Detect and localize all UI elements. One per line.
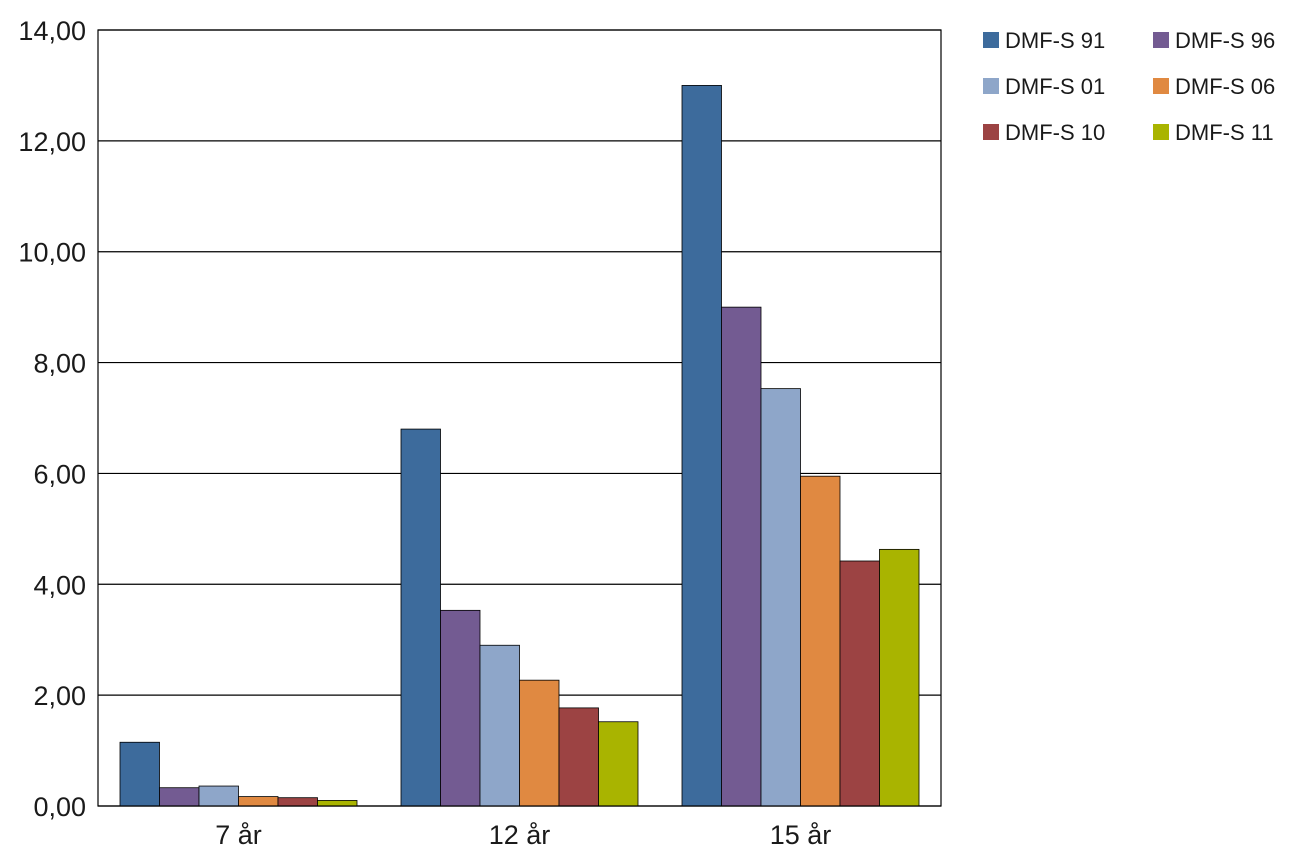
bar xyxy=(317,800,358,807)
bar xyxy=(440,609,481,807)
bar xyxy=(760,388,801,807)
bar xyxy=(198,785,239,807)
legend-swatch xyxy=(983,78,999,94)
bar xyxy=(159,787,200,807)
legend-label: DMF-S 96 xyxy=(1175,28,1275,53)
gridlines xyxy=(98,29,941,807)
legend-label: DMF-S 91 xyxy=(1005,28,1105,53)
bar xyxy=(238,796,279,807)
bar xyxy=(721,306,762,807)
legend: DMF-S 91 DMF-S 96 DMF-S 01 DMF-S 06 DMF-S 10… xyxy=(983,28,1275,145)
y-tick-label: 6,00 xyxy=(33,459,86,489)
y-tick-label: 8,00 xyxy=(33,349,86,379)
plot-frame xyxy=(97,29,942,807)
legend-label: DMF-S 10 xyxy=(1005,120,1105,145)
y-tick-label: 12,00 xyxy=(18,127,86,157)
x-tick-label: 12 år xyxy=(489,820,551,850)
legend-swatch xyxy=(1153,32,1169,48)
bar xyxy=(839,560,880,807)
legend-swatch xyxy=(983,124,999,140)
x-tick-label: 15 år xyxy=(770,820,832,850)
y-tick-label: 0,00 xyxy=(33,792,86,822)
legend-label: DMF-S 11 xyxy=(1175,120,1274,145)
bar xyxy=(479,644,520,807)
bar xyxy=(800,475,841,807)
bar xyxy=(598,721,639,807)
bar xyxy=(400,428,441,807)
x-tick-label: 7 år xyxy=(215,820,262,850)
y-axis-tick-labels: 0,00 2,00 4,00 6,00 8,00 10,00 12,00 14,00 xyxy=(18,16,86,822)
bar xyxy=(558,707,599,807)
bar xyxy=(119,741,160,807)
bar xyxy=(879,548,920,807)
legend-swatch xyxy=(1153,124,1169,140)
bar xyxy=(519,679,560,807)
y-tick-label: 10,00 xyxy=(18,238,86,268)
y-tick-label: 2,00 xyxy=(33,681,86,711)
bar xyxy=(681,85,722,807)
y-tick-label: 14,00 xyxy=(18,16,86,46)
y-tick-label: 4,00 xyxy=(33,570,86,600)
legend-swatch xyxy=(1153,78,1169,94)
bars xyxy=(119,85,920,807)
legend-label: DMF-S 01 xyxy=(1005,74,1105,99)
x-axis-tick-labels: 7 år 12 år 15 år xyxy=(215,820,831,850)
legend-swatch xyxy=(983,32,999,48)
legend-label: DMF-S 06 xyxy=(1175,74,1275,99)
bar xyxy=(277,797,318,807)
